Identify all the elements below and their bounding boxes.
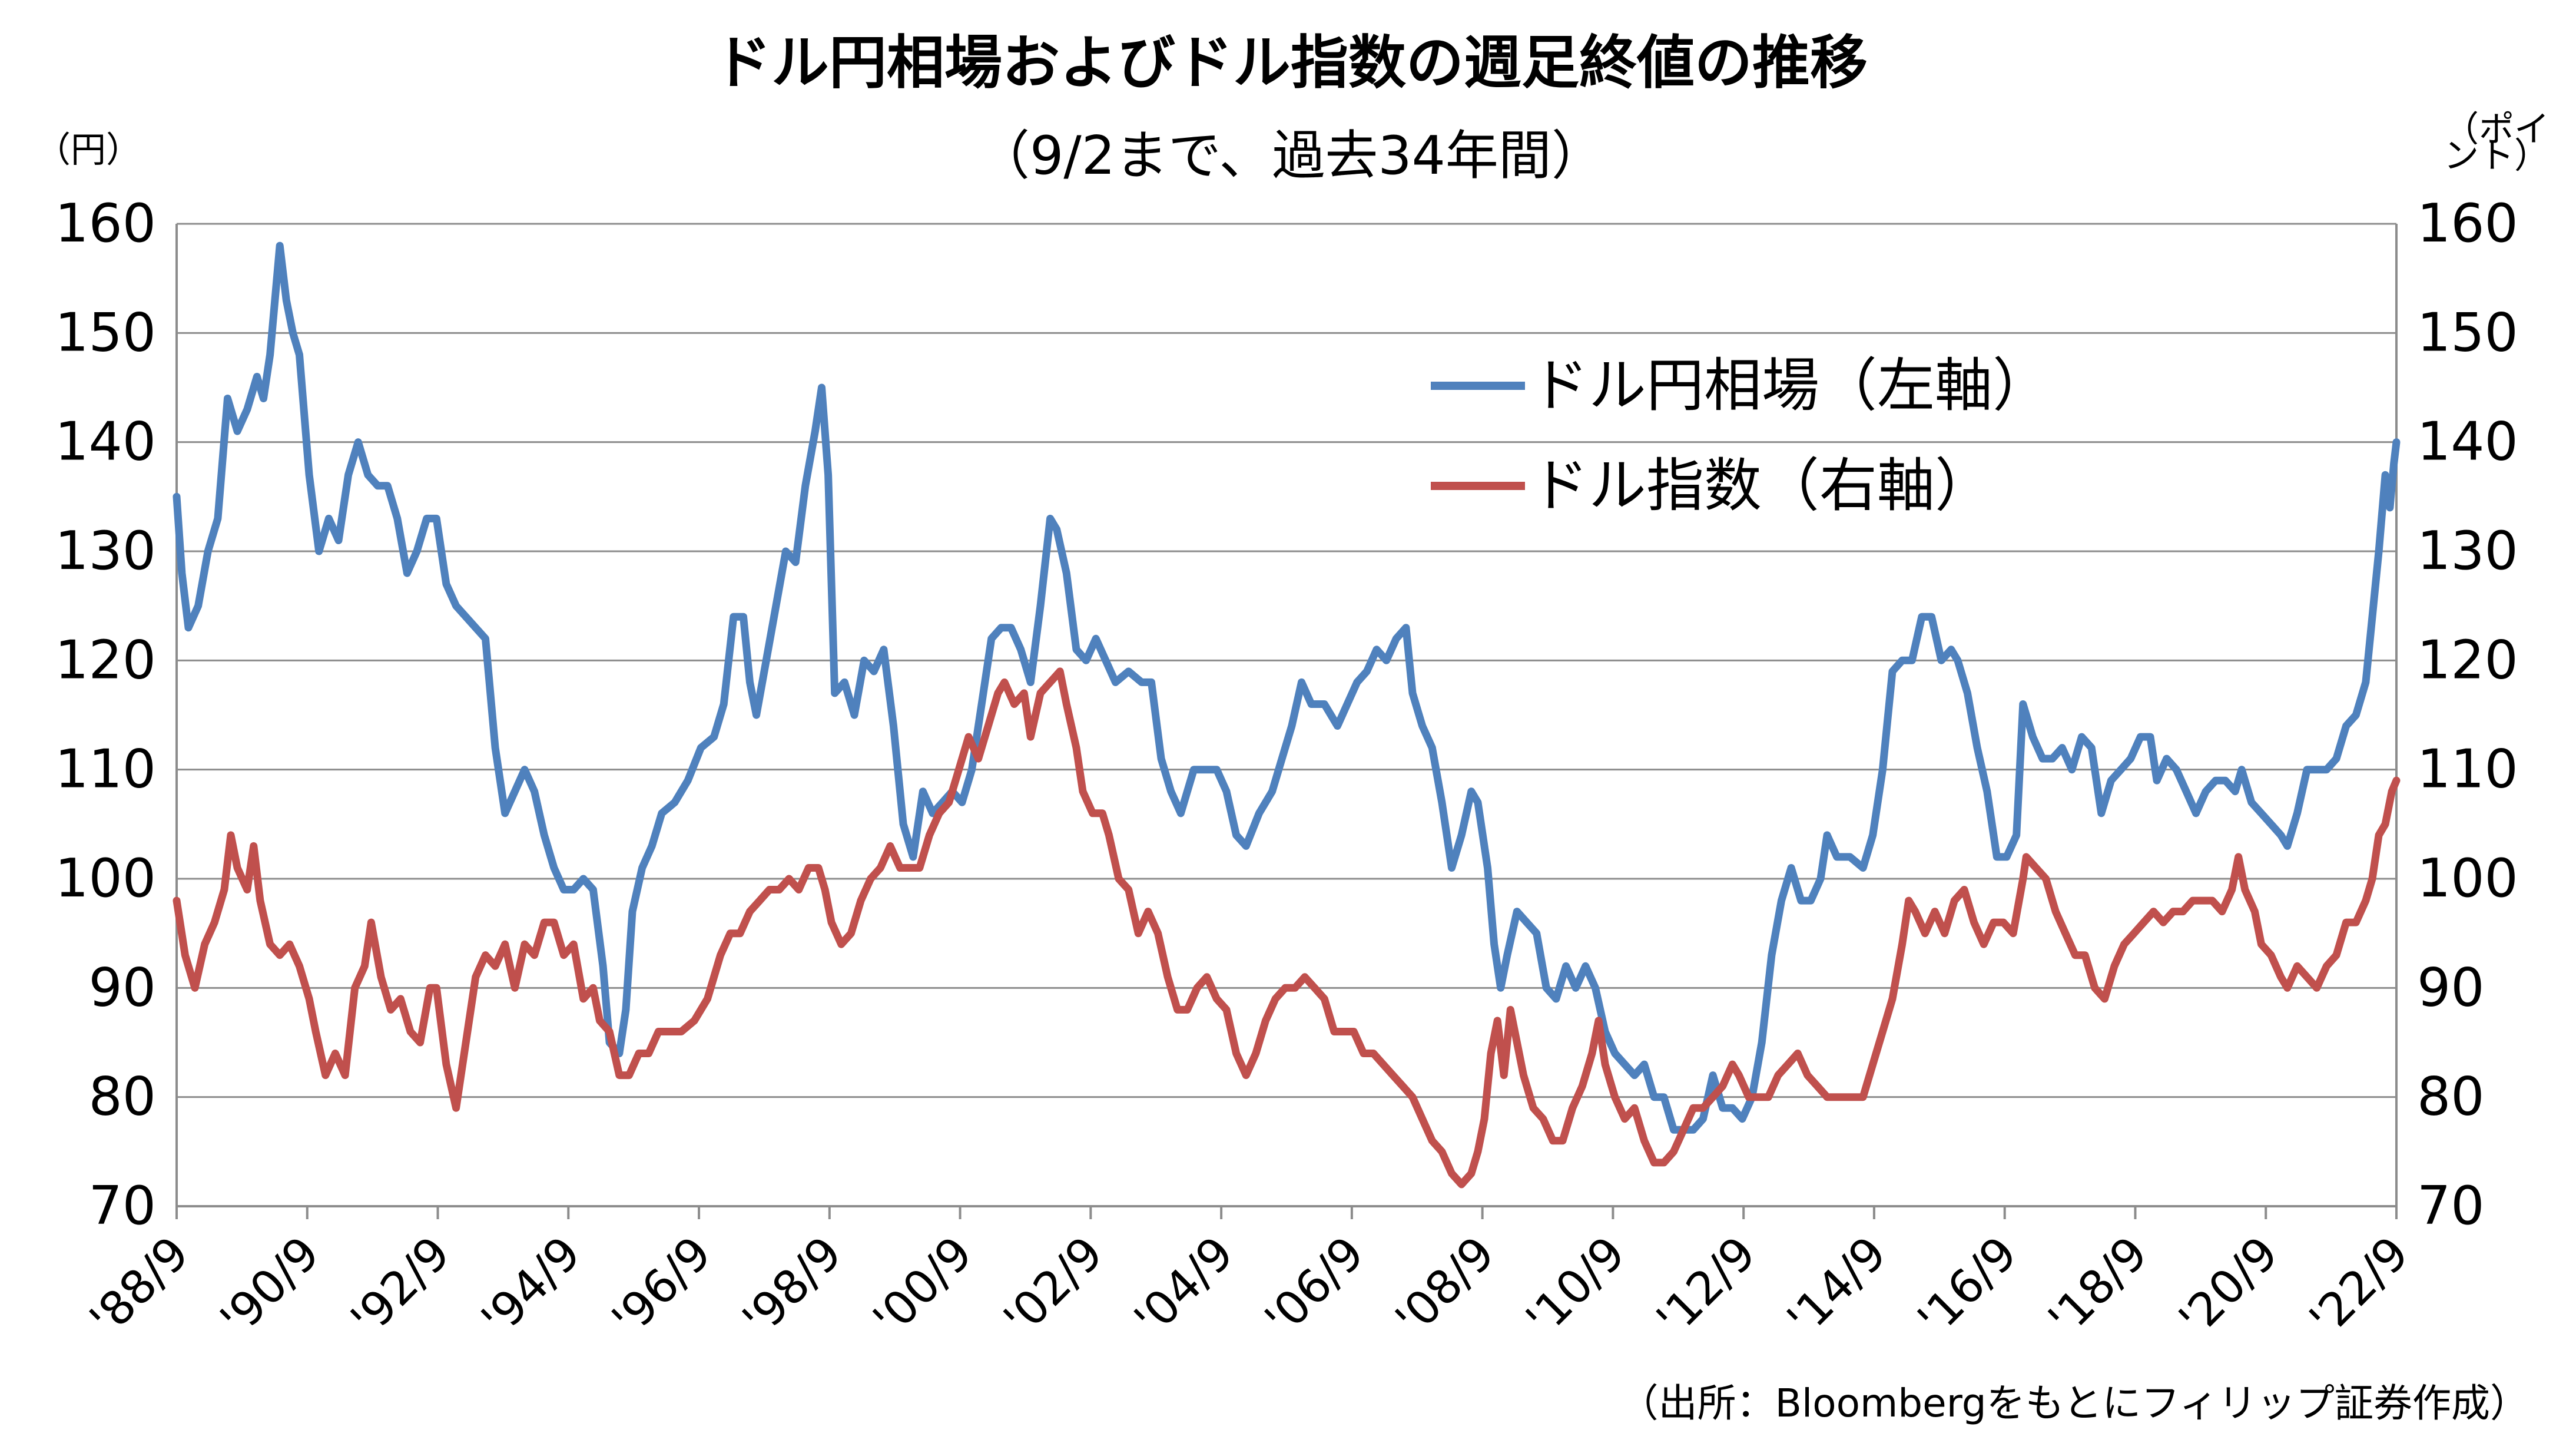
x-tick-label: '22/9 <box>2300 1227 2419 1346</box>
chart-subtitle: （9/2まで、過去34年間） <box>977 125 1604 187</box>
y-left-tick-label: 140 <box>55 411 156 473</box>
y-right-tick-label: 150 <box>2417 302 2518 363</box>
chart-title: ドル円相場およびドル指数の週足終値の推移 <box>714 29 1868 97</box>
y-right-tick-label: 120 <box>2417 629 2518 691</box>
y-right-tick-label: 90 <box>2417 957 2485 1018</box>
x-tick-label: '12/9 <box>1647 1227 1766 1346</box>
x-tick-label: '02/9 <box>994 1227 1113 1346</box>
x-tick-label: '90/9 <box>211 1227 330 1346</box>
y-right-tick-label: 70 <box>2417 1175 2485 1237</box>
x-tick-label: '92/9 <box>341 1227 460 1346</box>
y-left-tick-label: 160 <box>55 193 156 254</box>
y-left-tick-label: 130 <box>55 520 156 582</box>
y-left-tick-label: 90 <box>88 957 156 1018</box>
source-note: （出所：Bloombergをもとにフィリップ証券作成） <box>1620 1381 2529 1426</box>
x-tick-label: '00/9 <box>863 1227 983 1346</box>
x-tick-label: '20/9 <box>2169 1227 2289 1346</box>
legend-label-dxy: ドル指数（右軸） <box>1531 452 1992 519</box>
plot-area: 70 70 80 80 90 90 100 100 110 110 120 120 130 130 140 1… <box>55 193 2518 1346</box>
x-tick-label: '10/9 <box>1516 1227 1636 1346</box>
series-line-usdjpy <box>173 241 2401 1134</box>
x-tick-label: '08/9 <box>1385 1227 1505 1346</box>
x-tick-label: '88/9 <box>80 1227 200 1346</box>
y-left-tick-label: 120 <box>55 629 156 691</box>
y-right-tick-label: 100 <box>2417 848 2518 909</box>
x-tick-label: '18/9 <box>2038 1227 2158 1346</box>
y-left-tick-label: 100 <box>55 848 156 909</box>
right-axis-unit-line1: （ポイ <box>2444 109 2550 150</box>
x-tick-label: '94/9 <box>472 1227 591 1346</box>
y-right-tick-label: 130 <box>2417 520 2518 582</box>
x-tick-label: '98/9 <box>733 1227 853 1346</box>
y-left-tick-label: 70 <box>88 1175 156 1237</box>
legend: ドル円相場（左軸） ドル指数（右軸） <box>1431 352 2050 519</box>
y-left-tick-label: 80 <box>88 1066 156 1128</box>
y-left-tick-label: 150 <box>55 302 156 363</box>
x-tick-label: '16/9 <box>1908 1227 2027 1346</box>
x-tick-label: '06/9 <box>1255 1227 1375 1346</box>
legend-label-usdjpy: ドル円相場（左軸） <box>1531 352 2050 419</box>
y-right-tick-label: 80 <box>2417 1066 2485 1128</box>
x-tick-label: '14/9 <box>1778 1227 1897 1346</box>
y-right-tick-label: 160 <box>2417 193 2518 254</box>
x-tick-label: '04/9 <box>1125 1227 1244 1346</box>
y-right-tick-label: 140 <box>2417 411 2518 473</box>
y-right-tick-label: 110 <box>2417 739 2518 800</box>
x-tick-label: '96/9 <box>602 1227 722 1346</box>
series-line-dxy <box>173 667 2401 1189</box>
left-axis-unit: （円） <box>35 130 141 171</box>
y-left-tick-label: 110 <box>55 739 156 800</box>
right-axis-unit-line2: ント） <box>2444 135 2550 177</box>
